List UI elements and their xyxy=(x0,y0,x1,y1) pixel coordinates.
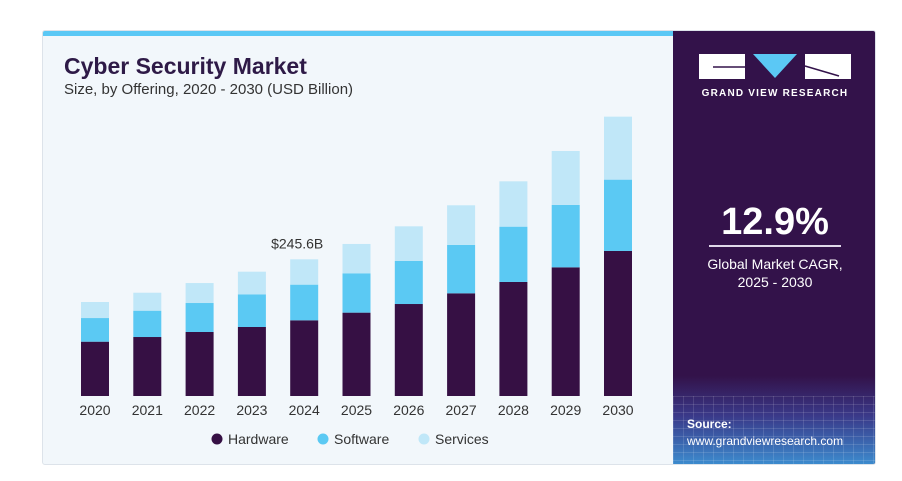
legend-label-hardware: Hardware xyxy=(228,431,289,447)
cagr-value: 12.9% xyxy=(721,201,829,243)
bar-hardware-2025 xyxy=(342,312,371,396)
stacked-bar-chart: 2020 2021 2022 2023 2024 $245.6B 2025 2026 2027 2… xyxy=(79,116,634,447)
bar-services-2025 xyxy=(342,243,371,274)
bar-software-2029 xyxy=(551,204,580,268)
x-tick-label: 2027 xyxy=(446,402,477,418)
bar-software-2021 xyxy=(133,310,162,338)
bar-services-2029 xyxy=(551,150,580,205)
bar-hardware-2022 xyxy=(185,332,214,396)
x-tick-label: 2021 xyxy=(132,402,163,418)
bar-hardware-2020 xyxy=(81,341,109,396)
x-tick-label: 2029 xyxy=(550,402,581,418)
legend-label-software: Software xyxy=(334,431,389,447)
legend-marker-hardware xyxy=(211,433,223,445)
bar-software-2028 xyxy=(499,226,528,282)
accent-bar xyxy=(43,31,673,36)
chart-card: Cyber Security Market Size, by Offering,… xyxy=(42,30,876,465)
info-panel: GRAND VIEW RESEARCH 12.9% Global Market … xyxy=(673,31,875,464)
x-tick-label: 2024 xyxy=(289,402,320,418)
grand-view-research-logo xyxy=(699,54,851,79)
x-tick-label: 2020 xyxy=(79,402,110,418)
bar-software-2030 xyxy=(604,179,632,251)
bar-hardware-2026 xyxy=(394,304,423,396)
bar-services-2021 xyxy=(133,292,162,311)
bar-software-2020 xyxy=(81,318,109,342)
legend-label-services: Services xyxy=(435,431,489,447)
bar-software-2024 xyxy=(290,284,319,321)
source-url[interactable]: www.grandviewresearch.com xyxy=(687,434,844,448)
cagr-label-line1: Global Market CAGR, xyxy=(707,256,843,272)
bar-software-2023 xyxy=(237,294,266,327)
bar-services-2028 xyxy=(499,181,528,227)
legend-marker-services xyxy=(418,433,430,445)
x-tick-label: 2026 xyxy=(393,402,424,418)
x-tick-label: 2030 xyxy=(602,402,633,418)
data-label: $245.6B xyxy=(271,235,323,251)
bar-hardware-2028 xyxy=(499,281,528,396)
x-tick-label: 2028 xyxy=(498,402,529,418)
bar-hardware-2027 xyxy=(447,293,476,396)
source-label: Source: xyxy=(687,417,732,431)
x-tick-label: 2025 xyxy=(341,402,372,418)
bar-services-2030 xyxy=(604,116,632,180)
bar-services-2027 xyxy=(447,205,476,245)
bar-hardware-2023 xyxy=(237,326,266,396)
bar-services-2022 xyxy=(185,283,214,304)
bar-hardware-2021 xyxy=(133,337,162,396)
legend-marker-software xyxy=(317,433,329,445)
divider xyxy=(709,245,841,247)
x-tick-label: 2023 xyxy=(236,402,267,418)
bar-hardware-2029 xyxy=(551,267,580,396)
chart-title: Cyber Security Market xyxy=(64,53,307,79)
cagr-label-line2: 2025 - 2030 xyxy=(737,274,813,290)
bar-services-2026 xyxy=(394,226,423,261)
cagr-label: Global Market CAGR, 2025 - 2030 xyxy=(673,255,875,291)
bar-software-2022 xyxy=(185,303,214,333)
bar-hardware-2024 xyxy=(290,320,319,396)
bar-software-2027 xyxy=(447,244,476,294)
grid-background xyxy=(673,376,875,464)
bar-hardware-2030 xyxy=(604,250,632,396)
brand-name: GRAND VIEW RESEARCH xyxy=(701,88,849,99)
bar-services-2020 xyxy=(81,302,109,319)
bar-software-2025 xyxy=(342,273,371,313)
bar-services-2024 xyxy=(290,259,319,285)
x-tick-label: 2022 xyxy=(184,402,215,418)
bar-software-2026 xyxy=(394,260,423,305)
chart-subtitle: Size, by Offering, 2020 - 2030 (USD Bill… xyxy=(64,81,354,98)
bar-services-2023 xyxy=(237,271,266,295)
